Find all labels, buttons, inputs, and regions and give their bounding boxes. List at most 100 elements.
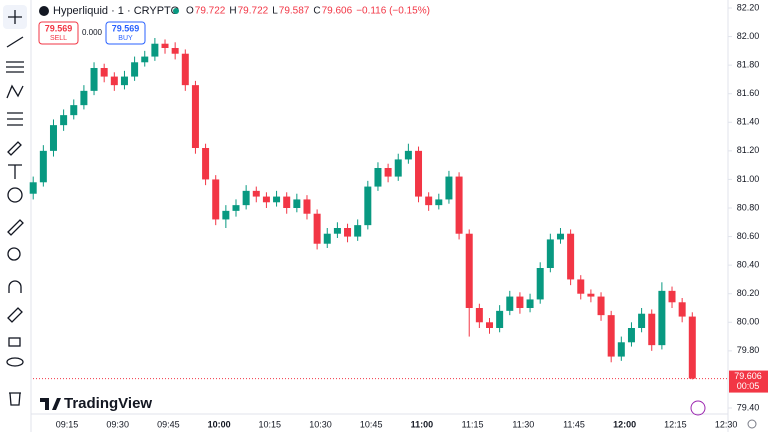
candle-body [181,53,189,86]
ohlc-value: 79.722 [195,6,226,17]
y-tick-label: 81.40 [737,117,760,127]
x-tick-label: 12:30 [715,419,738,429]
toolbar [0,0,31,432]
candle-body [638,313,646,328]
crosshair-icon[interactable] [8,10,22,24]
trendline-icon[interactable] [6,36,24,48]
candle-body [344,228,352,237]
ohlc-label: O [186,6,194,17]
brush-icon[interactable] [7,141,22,156]
eye-icon[interactable] [6,357,24,367]
candle-body [425,196,433,206]
draw-mode-icon[interactable] [7,307,23,323]
candle-body [546,239,554,268]
x-tick-label: 12:15 [664,419,687,429]
buy-label[interactable]: BUY [118,35,133,42]
candle-body [688,316,696,379]
candle-body [668,290,676,303]
y-tick-label: 81.60 [737,88,760,98]
buy-price[interactable]: 79.569 [112,23,140,33]
x-tick-label: 09:15 [56,419,79,429]
y-tick-label: 80.40 [737,260,760,270]
brand-logo [40,398,61,410]
candle-body [80,90,88,106]
ohlc-change: −0.116 (−0.15%) [356,6,430,17]
candle-body [242,190,250,206]
candle-body [506,296,514,311]
candle-body [648,313,656,346]
candle-body [627,328,635,343]
candle-body [222,210,230,220]
symbol-icon [39,6,49,16]
ohlc-value: 79.587 [279,6,310,17]
candle-body [141,56,149,63]
candle-body [120,76,128,86]
symbol-name: Hyperliquid · 1 · CRYPTO [53,5,180,17]
projection-icon[interactable] [7,112,23,126]
sell-label[interactable]: SELL [50,35,67,42]
candle-body [161,43,169,48]
x-tick-label: 12:00 [613,419,636,429]
y-tick-label: 82.00 [737,31,760,41]
ohlc-value: 79.606 [322,6,353,17]
price-tag-value: 79.606 [734,371,762,381]
candle-body [445,176,453,200]
candle-body [415,150,423,197]
x-tick-label: 10:15 [259,419,282,429]
x-tick-label: 10:30 [309,419,332,429]
candle-body [293,199,301,208]
emoji-icon[interactable] [7,187,23,203]
candle-body [151,43,159,57]
candle-body [435,199,443,206]
pattern-icon[interactable] [6,84,24,99]
lock-icon[interactable] [8,337,21,347]
ruler-icon[interactable] [7,219,24,236]
zoom-icon[interactable] [7,247,21,261]
candle-body [49,125,57,151]
candle-body [273,196,281,203]
fib-icon[interactable] [6,61,24,73]
trash-icon[interactable] [9,392,21,406]
candle-body [404,150,412,160]
y-tick-label: 80.00 [737,317,760,327]
text-icon[interactable] [8,164,22,179]
tool-icons[interactable] [3,5,27,406]
sell-button[interactable] [38,21,79,45]
candle-body [455,176,463,234]
x-tick-label: 11:15 [462,419,484,429]
legend: Hyperliquid · 1 · CRYPTO O 79.722 H 79.722 L… [39,5,430,17]
candle-body [617,342,625,357]
sell-price[interactable]: 79.569 [45,23,73,33]
candle-body [232,205,240,211]
buy-button[interactable] [105,21,146,45]
candle-body [252,190,260,197]
settings-icon[interactable] [747,419,757,429]
candle-body [283,196,291,208]
candle-body [29,182,37,194]
x-tick-label: 09:30 [106,419,129,429]
candle-body [556,233,564,240]
y-tick-label: 82.20 [737,2,760,12]
status-dot [173,8,179,14]
x-tick-label: 10:45 [360,419,383,429]
candle-body [131,62,139,77]
candle-body [354,225,362,237]
candle-body [100,68,108,77]
candle-body [587,293,595,297]
candle-body [607,315,615,357]
candle-body [658,290,666,346]
flash-icon[interactable] [690,400,706,416]
candle-body [496,310,504,328]
candle-body [212,179,220,220]
candle-body [577,279,585,294]
magnet-icon[interactable] [8,280,22,293]
brand: TradingView [40,395,152,412]
candle-body [475,308,483,323]
y-tick-label: 79.80 [737,345,760,355]
candle-body [39,150,47,183]
candle-body [110,76,118,86]
candle-body [516,296,524,308]
candle-body [313,213,321,244]
candle-body [567,233,575,280]
